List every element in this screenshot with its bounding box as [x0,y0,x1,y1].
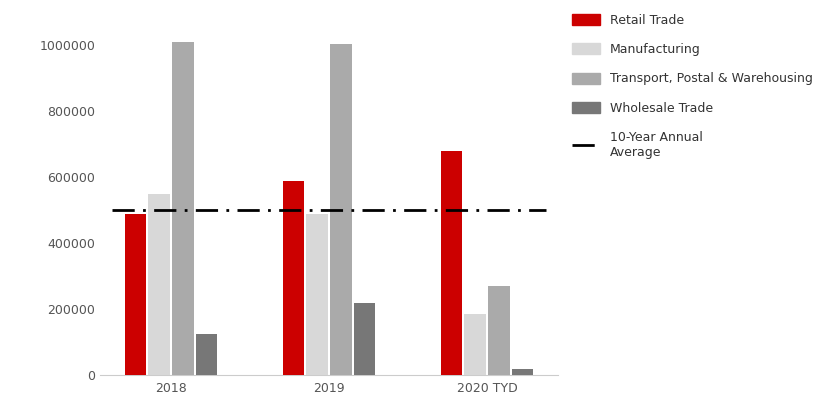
Bar [125,214,147,375]
Bar [464,314,486,375]
Bar [148,194,170,375]
Bar [488,286,510,375]
Bar [511,369,533,375]
Bar [441,151,462,375]
Bar [354,303,376,375]
Bar [196,334,217,375]
Bar [172,42,194,375]
Bar [307,214,328,375]
Legend: Retail Trade, Manufacturing, Transport, Postal & Warehousing, Wholesale Trade, 1: Retail Trade, Manufacturing, Transport, … [567,9,818,164]
Bar [330,44,352,375]
Bar [282,181,304,375]
